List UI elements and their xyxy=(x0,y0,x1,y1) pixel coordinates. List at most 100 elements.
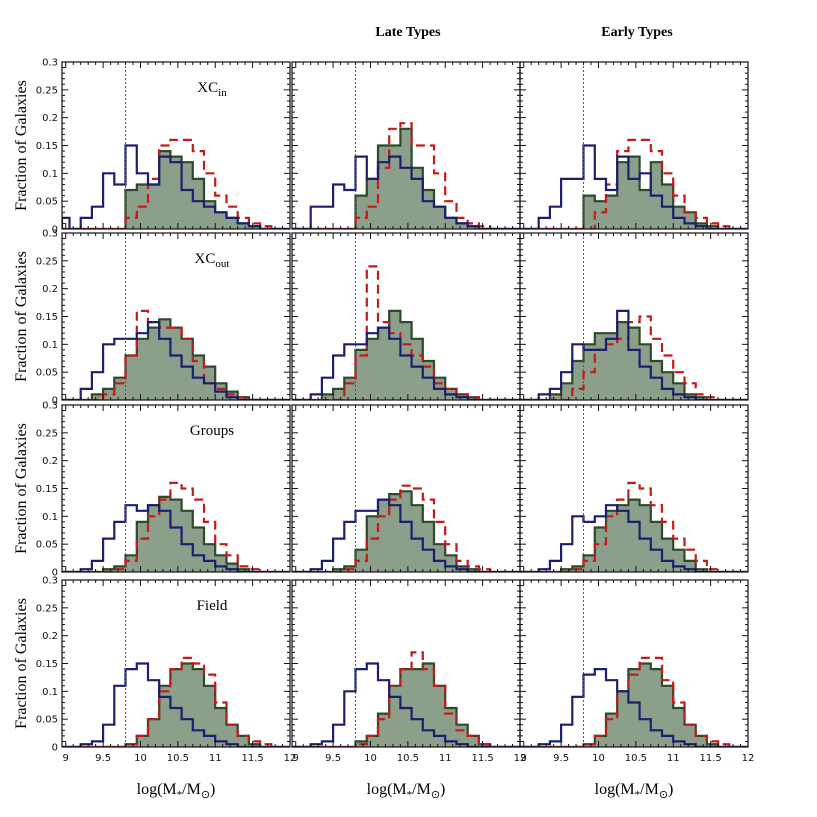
histogram-step-sample xyxy=(520,155,748,229)
panel-r1-c2 xyxy=(519,232,749,401)
histogram-step-red-dashed xyxy=(520,481,748,572)
panels-group: 0 0.05 0.1 0.15 0.2 0.25 0.3 XCin 0 0.05 0.1 0.15 0.… xyxy=(36,58,755,765)
histogram-fill-sample xyxy=(62,663,290,747)
x-axis-label: log(M*/M⊙) xyxy=(595,781,674,801)
x-label-part: log(M xyxy=(595,781,635,798)
row-label-subscript: out xyxy=(215,258,229,270)
histogram-fill-sample xyxy=(520,156,748,229)
x-label-part: /M xyxy=(640,781,659,798)
histogram-step-red-dashed xyxy=(292,265,520,400)
histogram-step-sample xyxy=(520,498,748,572)
histogram-step-red-dashed xyxy=(62,309,290,400)
row-label: XCin xyxy=(197,80,227,99)
y-axis-labels: Fraction of Galaxies Fraction of Galaxies… xyxy=(13,80,30,729)
panel-r3-c0: 0 0.05 0.1 0.15 0.2 0.25 0.3 9 9.5 10 10.5 11 11.5 12… xyxy=(36,576,297,765)
row-label: Field xyxy=(197,598,228,614)
row-label-text: Field xyxy=(197,598,228,614)
panel-r2-c0: 0 0.05 0.1 0.15 0.2 0.25 0.3 Groups xyxy=(36,401,291,579)
y-tick-label: 0.25 xyxy=(36,256,58,267)
x-label-part: log(M xyxy=(367,781,407,798)
x-tick-label: 10.5 xyxy=(625,753,647,764)
y-tick-label: 0.15 xyxy=(36,141,58,152)
panel-r2-c1 xyxy=(291,404,521,573)
panel-plot-area xyxy=(292,122,520,229)
x-label-sub: ⊙ xyxy=(431,789,440,801)
y-axis-label: Fraction of Galaxies xyxy=(13,251,30,382)
panel-plot-area xyxy=(520,309,748,400)
row-label-text: Groups xyxy=(190,423,234,439)
panel-r3-c2: 9 9.5 10 10.5 11 11.5 12 xyxy=(519,579,755,764)
y-tick-label: 0.05 xyxy=(36,715,58,726)
histogram-step-red-dashed xyxy=(292,484,520,572)
y-tick-label: 0.3 xyxy=(42,576,58,587)
x-tick-label: 10 xyxy=(592,753,605,764)
x-tick-label: 11.5 xyxy=(471,753,493,764)
histogram-fill-sample xyxy=(520,322,748,400)
y-tick-label: 0.25 xyxy=(36,428,58,439)
x-axis-labels: log(M*/M⊙) log(M*/M⊙) log(M*/M⊙) xyxy=(137,781,674,801)
histogram-fill-sample xyxy=(292,491,520,572)
panel-r3-c1: 9 9.5 10 10.5 11 11.5 12 xyxy=(291,579,526,764)
y-tick-label: 0.3 xyxy=(42,229,58,240)
y-tick-label: 0.1 xyxy=(42,512,58,523)
y-tick-label: 0.25 xyxy=(36,603,58,614)
panel-plot-area xyxy=(62,138,290,229)
histogram-step-red-dashed xyxy=(520,138,748,229)
x-tick-label: 11 xyxy=(439,753,452,764)
x-tick-label: 10 xyxy=(134,753,147,764)
x-tick-label: 9.5 xyxy=(553,753,569,764)
panel-r2-c2 xyxy=(519,404,749,573)
x-tick-label: 12 xyxy=(742,753,755,764)
y-axis-label: Fraction of Galaxies xyxy=(13,80,30,211)
y-tick-label: 0.3 xyxy=(42,58,58,69)
x-label-part: log(M xyxy=(137,781,177,798)
y-axis-label: Fraction of Galaxies xyxy=(13,423,30,554)
histogram-fill-sample xyxy=(62,319,290,400)
column-title-late-types: Late Types xyxy=(375,25,441,40)
x-label-sub: * xyxy=(177,789,183,801)
y-tick-label: 0 xyxy=(52,225,58,236)
panel-plot-area xyxy=(292,265,520,400)
histogram-fill-sample xyxy=(62,496,290,572)
x-label-sub: ⊙ xyxy=(201,789,210,801)
panel-plot-area xyxy=(520,138,748,229)
x-label-sub: * xyxy=(407,789,413,801)
x-tick-label: 9 xyxy=(63,753,69,764)
x-label-sub: ⊙ xyxy=(659,789,668,801)
y-tick-label: 0.05 xyxy=(36,368,58,379)
y-tick-label: 0 xyxy=(52,743,58,754)
panel-r0-c1 xyxy=(291,61,521,230)
row-label: XCout xyxy=(195,251,230,270)
column-titles: Late Types Early Types xyxy=(375,25,673,40)
x-tick-label: 11 xyxy=(209,753,222,764)
histogram-step-red-dashed xyxy=(62,656,290,747)
histogram-fill-sample xyxy=(520,663,748,747)
y-tick-label: 0.2 xyxy=(42,456,58,467)
histogram-step-red-dashed xyxy=(292,651,520,747)
y-tick-label: 0.1 xyxy=(42,169,58,180)
x-tick-label: 11.5 xyxy=(699,753,721,764)
x-axis-label: log(M*/M⊙) xyxy=(137,781,216,801)
row-label-text: XC xyxy=(197,80,218,96)
histogram-step-blue xyxy=(62,144,290,229)
y-tick-label: 0.3 xyxy=(42,401,58,412)
row-label-text: XC xyxy=(195,251,216,267)
x-tick-label: 10.5 xyxy=(167,753,189,764)
panel-plot-area xyxy=(62,481,290,572)
y-tick-label: 0.05 xyxy=(36,540,58,551)
panel-r0-c0: 0 0.05 0.1 0.15 0.2 0.25 0.3 XCin xyxy=(36,58,291,236)
histogram-fill-sample xyxy=(292,128,520,229)
y-tick-label: 0.15 xyxy=(36,484,58,495)
histogram-fill-sample xyxy=(292,663,520,747)
histogram-step-sample xyxy=(292,490,520,572)
y-tick-label: 0.1 xyxy=(42,687,58,698)
y-tick-label: 0.25 xyxy=(36,85,58,96)
histogram-step-red-dashed xyxy=(62,481,290,572)
y-tick-label: 0 xyxy=(52,396,58,407)
histogram-step-sample xyxy=(62,495,290,572)
x-axis-label: log(M*/M⊙) xyxy=(367,781,446,801)
x-tick-label: 10 xyxy=(364,753,377,764)
y-tick-label: 0.1 xyxy=(42,340,58,351)
x-tick-label: 12 xyxy=(284,753,297,764)
